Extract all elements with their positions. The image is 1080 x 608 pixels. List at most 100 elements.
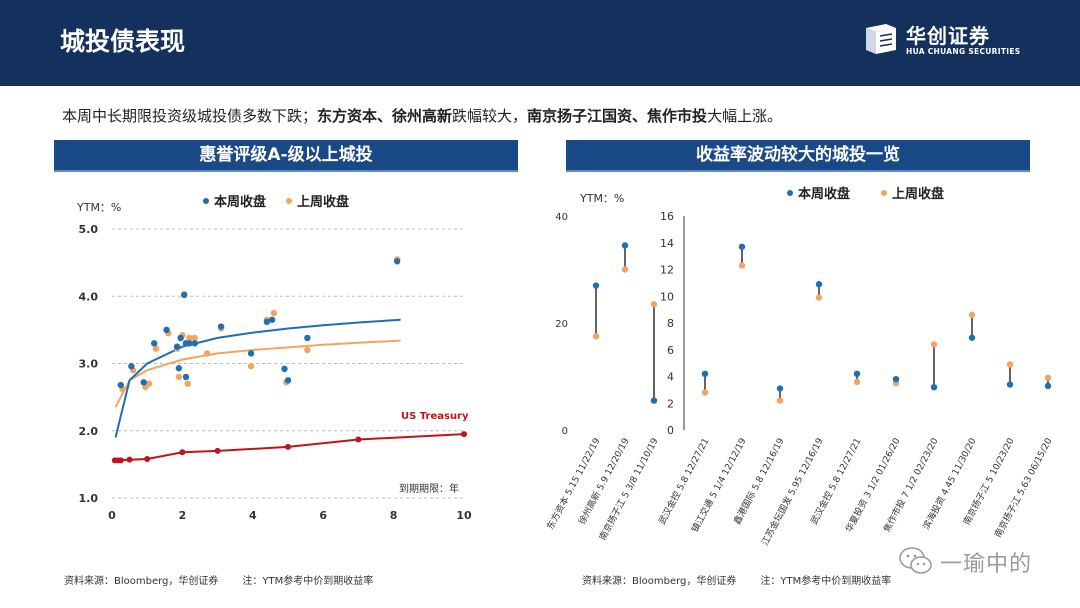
summary-text: 本周中长期限投资级城投债多数下跌；东方资本、徐州高新跌幅较大，南京扬子江国资、焦… [62,105,782,126]
last-week-point [701,389,709,396]
this-week-point [284,377,292,384]
treasury-point [144,455,151,462]
x-axis-label: 到期期限：年 [399,482,459,495]
y-tick-label: 3.0 [79,358,99,371]
this-week-point [304,334,311,342]
this-week-point [180,291,188,299]
last-week-point [621,266,629,273]
last-week-fit-line [114,339,401,408]
x-tick-label: 4 [249,509,257,522]
this-week-point [177,334,184,342]
this-week-point [191,340,198,347]
x-tick-label: 东方资本 5.15 11/22/19 [544,436,603,532]
this-week-point [163,326,170,334]
watermark: 一瑜中的 [898,546,1058,580]
last-week-point [186,334,193,342]
right-y-tick-label: 4 [667,371,674,384]
legend-last-week: 上周收盘 [892,186,944,202]
legend-dot-last-week [286,198,292,204]
legend-this-week: 本周收盘 [798,186,850,202]
last-week-point [191,334,198,342]
wechat-icon [899,547,932,574]
right-y-tick-label: 16 [660,210,674,223]
x-tick-label: 0 [108,509,116,522]
last-week-point [152,345,160,352]
summary-bold-2: 南京扬子江国资、焦作市投 [527,107,708,125]
y-tick-label: 4.0 [79,290,99,303]
this-week-point [892,375,900,383]
left-y-tick-label: 40 [555,212,568,223]
summary-part-3: 大幅上涨。 [707,107,783,125]
last-week-point [738,262,746,269]
this-week-point [263,318,271,326]
last-week-point [815,294,823,301]
x-tick-label: 10 [456,509,472,522]
right-y-tick-label: 8 [667,317,674,330]
y-tick-label: 5.0 [79,223,99,236]
right-y-tick-label: 2 [667,397,674,410]
treasury-point [126,456,133,463]
summary-part-1: 本周中长期限投资级城投债多数下跌； [62,107,318,125]
left-source: 资料来源：Bloomberg，华创证券 注：YTM参考中价到期收益率 [64,572,373,587]
this-week-point [776,385,784,392]
this-week-point [268,316,276,323]
treasury-point [117,457,124,464]
last-week-point [270,309,278,317]
this-week-point [281,365,288,373]
treasury-point [355,436,362,443]
left-source-text: 资料来源：Bloomberg，华创证券 [64,576,219,587]
right-note-text: 注：YTM参考中价到期收益率 [760,576,892,587]
this-week-point [175,365,183,372]
last-week-point [650,301,658,308]
this-week-point [393,258,401,265]
right-y-tick-label: 12 [660,264,674,277]
this-week-point [968,334,976,341]
left-note-text: 注：YTM参考中价到期收益率 [242,576,374,587]
this-week-point [853,370,861,378]
company-logo: 华创证券 HUA CHUANG SECURITIES [862,18,1022,64]
legend-this-week: 本周收盘 [214,194,266,210]
right-source-text: 资料来源：Bloomberg，华创证券 [582,576,737,587]
page-title: 城投债表现 [60,27,186,56]
logo-mark-icon [866,24,896,54]
this-week-point [247,350,255,357]
last-week-point [175,373,183,381]
last-week-point [592,333,600,340]
this-week-point [140,379,147,386]
x-tick-label: 6 [319,509,327,522]
this-week-point [815,281,823,288]
this-week-point [117,381,125,389]
y-tick-label: 1.0 [79,492,99,505]
this-week-point [930,384,938,391]
this-week-point [650,397,658,404]
y-axis-label: YTM：% [76,201,121,214]
this-week-point [182,373,190,381]
last-week-point [930,341,938,348]
this-week-point [186,340,193,347]
last-week-point [968,311,976,319]
last-week-point [776,397,784,404]
x-tick-label: 2 [179,509,187,522]
x-tick-label: 8 [390,509,398,522]
y-axis-label: YTM：% [579,192,624,205]
this-week-point [738,243,746,250]
legend-last-week: 上周收盘 [297,194,349,210]
left-panel-header: 惠誉评级A-级以上城投 [54,140,518,172]
y-tick-label: 2.0 [79,425,99,438]
legend-dot-this-week [787,190,793,196]
this-week-point [151,340,158,347]
this-week-point [701,370,709,378]
this-week-point [1044,382,1052,390]
left-y-tick-label: 0 [562,426,568,437]
last-week-point [1006,361,1014,368]
treasury-label: US Treasury [401,411,469,422]
header-bar [0,0,1080,86]
this-week-point [128,362,135,370]
right-y-tick-label: 0 [667,424,674,437]
legend-dot-last-week [881,190,887,196]
logo-text-en: HUA CHUANG SECURITIES [906,47,1021,56]
this-week-point [1006,381,1014,388]
last-week-point [247,362,255,370]
watermark-text: 一瑜中的 [940,552,1033,577]
